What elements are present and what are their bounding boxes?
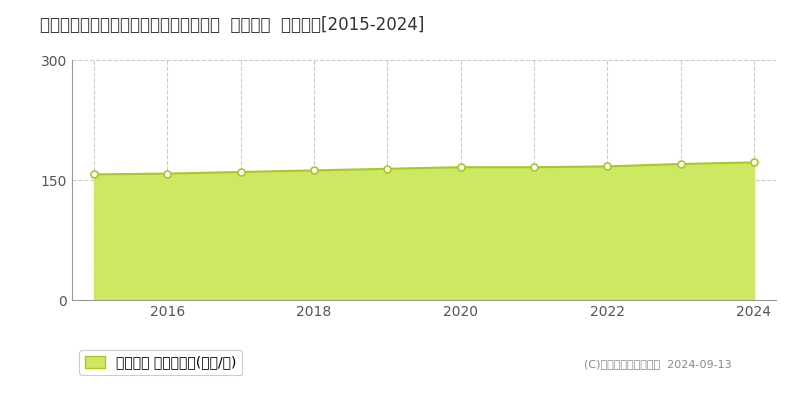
Text: 東京都杉並区久我山５丁目２８３番７外  地価公示  地価推移[2015-2024]: 東京都杉並区久我山５丁目２８３番７外 地価公示 地価推移[2015-2024] (40, 16, 424, 34)
Text: (C)土地価格ドットコム  2024-09-13: (C)土地価格ドットコム 2024-09-13 (584, 359, 732, 369)
Legend: 地価公示 平均坪単価(万円/坪): 地価公示 平均坪単価(万円/坪) (79, 350, 242, 375)
